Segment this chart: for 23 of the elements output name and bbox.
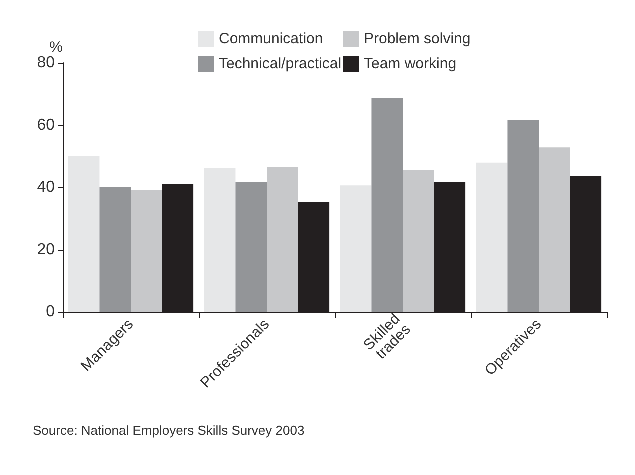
bar bbox=[100, 188, 131, 312]
legend-label: Communication bbox=[219, 30, 324, 48]
bar bbox=[372, 98, 403, 312]
source-note: Source: National Employers Skills Survey 2003 bbox=[33, 423, 305, 438]
bar bbox=[508, 120, 539, 312]
bar bbox=[204, 168, 236, 312]
bar bbox=[68, 156, 100, 312]
bar bbox=[476, 162, 508, 312]
y-tick-label: 40 bbox=[37, 179, 56, 196]
bar bbox=[236, 182, 267, 312]
legend-label: Problem solving bbox=[364, 30, 471, 48]
y-tick-label: 0 bbox=[46, 304, 56, 320]
y-tick-label: 80 bbox=[37, 54, 56, 72]
bar bbox=[403, 170, 434, 312]
y-tick-label: 60 bbox=[37, 116, 56, 134]
y-tick-label: 20 bbox=[37, 241, 56, 258]
legend-label: Team working bbox=[364, 56, 457, 72]
bar bbox=[539, 148, 570, 312]
bar bbox=[267, 167, 298, 312]
bar bbox=[131, 190, 162, 312]
bar bbox=[340, 186, 372, 312]
legend-label: Technical/practical bbox=[219, 56, 342, 72]
y-axis-title: % bbox=[50, 39, 63, 56]
